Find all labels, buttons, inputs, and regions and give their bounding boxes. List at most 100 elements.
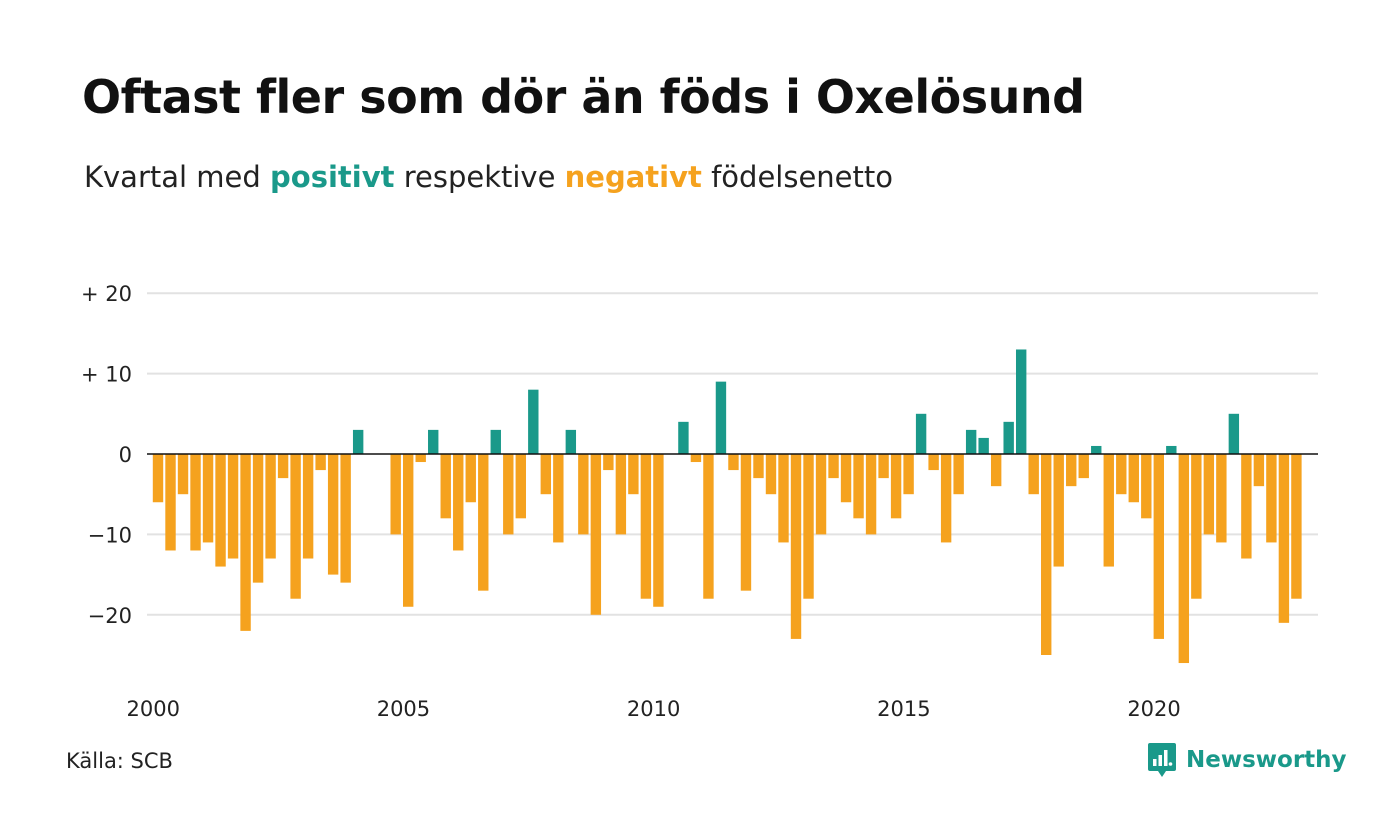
bar-negative [1078,454,1089,479]
bar-negative [415,454,426,463]
bar-negative [440,454,451,519]
bar-negative [1028,454,1039,495]
bar-negative [1266,454,1277,543]
bar-negative [1253,454,1265,487]
subtitle-prefix: Kvartal med [84,160,271,194]
x-tick-label: 2010 [627,697,680,721]
bar-positive [1166,445,1177,454]
bar-negative [890,454,902,519]
bar-negative [853,454,864,519]
bar-positive [915,413,927,454]
bar-negative [640,454,652,599]
bar-negative [690,454,702,463]
chart-subtitle: Kvartal med positivt respektive negativt… [84,160,893,194]
bar-negative [578,454,589,535]
bar-negative [765,454,777,495]
bar-negative [540,454,552,495]
bar-negative [553,454,564,543]
bar-negative [878,454,889,479]
source-note: Källa: SCB [66,749,173,773]
bar-negative [403,454,414,607]
subtitle-positive: positivt [270,160,395,194]
bar-positive [1003,421,1014,454]
bar-negative [840,454,852,503]
bar-negative [603,454,614,471]
newsworthy-logo-icon [1148,743,1176,777]
bar-negative [202,454,214,543]
bar-negative [465,454,476,503]
bar-positive [565,429,577,454]
subtitle-suffix: födelsenetto [701,160,893,194]
bar-negative [1178,454,1190,664]
brand-name: Newsworthy [1186,747,1347,773]
bar-negative [865,454,877,535]
bar-negative [390,454,401,535]
bar-negative [628,454,639,495]
y-tick-label: + 20 [81,282,132,306]
bar-positive [965,429,977,454]
bar-negative [1116,454,1127,495]
x-tick-label: 2005 [377,697,430,721]
bar-negative [453,454,464,551]
bar-positive [428,429,439,454]
bar-negative [753,454,764,479]
bar-negative [1128,454,1139,503]
bar-negative [728,454,739,471]
y-tick-label: −20 [88,604,132,628]
bar-negative [252,454,264,583]
x-tick-label: 2020 [1127,697,1180,721]
bar-negative [215,454,226,567]
bar-positive [490,429,501,454]
bar-negative [740,454,752,591]
bar-negative [1241,454,1252,559]
bar-negative [828,454,839,479]
bar-negative [990,454,1002,487]
bar-negative [315,454,326,471]
bar-positive [1015,349,1027,454]
bar-negative [152,454,164,503]
bar-negative [1203,454,1215,535]
x-tick-label: 2000 [127,697,180,721]
bar-positive [352,429,364,454]
bar-negative [340,454,351,583]
bar-negative [277,454,289,479]
bar-negative [1278,454,1290,623]
chart-title: Oftast fler som dör än föds i Oxelösund [82,70,1085,124]
bar-negative [1216,454,1227,543]
bar-negative [1141,454,1152,519]
bar-positive [678,421,689,454]
bar-negative [815,454,827,535]
bar-negative [327,454,339,575]
bar-negative [703,454,714,599]
y-tick-label: + 10 [81,363,132,387]
bar-negative [1066,454,1077,487]
y-tick-label: −10 [88,523,132,547]
bar-positive [1091,445,1102,454]
bar-positive [528,389,539,454]
bar-negative [803,454,814,599]
bar-negative [240,454,251,631]
subtitle-negative: negativt [564,160,702,194]
bars-layer [152,349,1302,664]
x-tick-label: 2015 [877,697,930,721]
x-axis: 2000 2005 2010 2015 2020 [127,697,1181,721]
bar-negative [1191,454,1202,599]
bar-negative [503,454,514,535]
bar-negative [1041,454,1052,655]
bar-negative [302,454,314,559]
bar-negative [590,454,602,615]
bar-negative [177,454,189,495]
bar-positive [1228,413,1240,454]
y-axis: + 20 + 10 0 −10 −20 [81,282,132,628]
subtitle-middle: respektive [394,160,565,194]
bar-negative [165,454,176,551]
bar-negative [1103,454,1114,567]
bar-positive [715,381,727,454]
bar-negative [478,454,489,591]
bar-negative [1291,454,1302,599]
bar-negative [227,454,239,559]
brand[interactable]: Newsworthy [1147,742,1347,778]
bar-negative [190,454,201,551]
bar-negative [290,454,301,599]
